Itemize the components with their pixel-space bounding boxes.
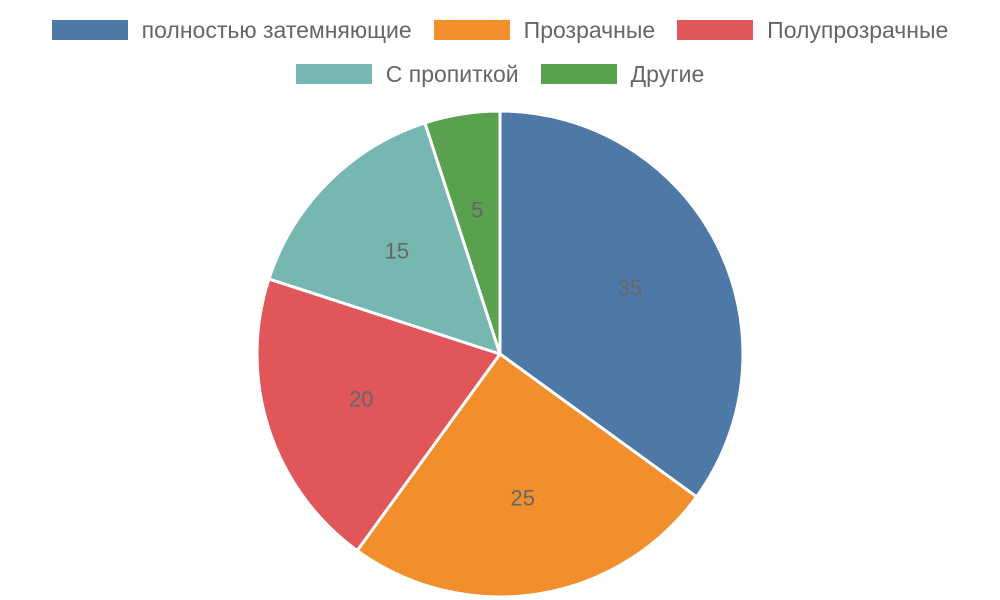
pie-slice[interactable]	[423, 109, 502, 356]
legend-label: полностью затемняющие	[141, 16, 412, 43]
legend-item[interactable]: Другие	[540, 58, 705, 90]
slice-value-label: 25	[511, 486, 535, 511]
pie-slices	[255, 109, 745, 599]
chart-legend: полностью затемняющие Прозрачные Полупрозр…	[0, 14, 1000, 90]
legend-item[interactable]: Прозрачные	[433, 14, 656, 46]
legend-label: С пропиткой	[385, 60, 519, 87]
slice-value-label: 35	[618, 275, 642, 300]
legend-swatch	[433, 20, 510, 40]
legend-item[interactable]: С пропиткой	[295, 58, 519, 90]
legend-swatch	[677, 20, 754, 40]
pie-data-labels: 35 25 20 15 5	[349, 198, 642, 511]
legend-item[interactable]: Полупрозрачные	[677, 14, 948, 46]
slice-value-label: 5	[471, 198, 483, 223]
legend-label: Прозрачные	[523, 16, 656, 43]
pie-slice[interactable]	[355, 352, 699, 599]
legend-item[interactable]: полностью затемняющие	[51, 14, 412, 46]
legend-label: Полупрозрачные	[767, 16, 949, 43]
legend-swatch	[51, 20, 128, 40]
legend-swatch	[540, 64, 617, 84]
pie-slice[interactable]	[255, 277, 502, 553]
pie-slice[interactable]	[498, 109, 745, 499]
legend-label: Другие	[630, 60, 705, 87]
legend-swatch	[295, 64, 372, 84]
slice-value-label: 20	[349, 387, 373, 412]
slice-value-label: 15	[385, 238, 409, 263]
